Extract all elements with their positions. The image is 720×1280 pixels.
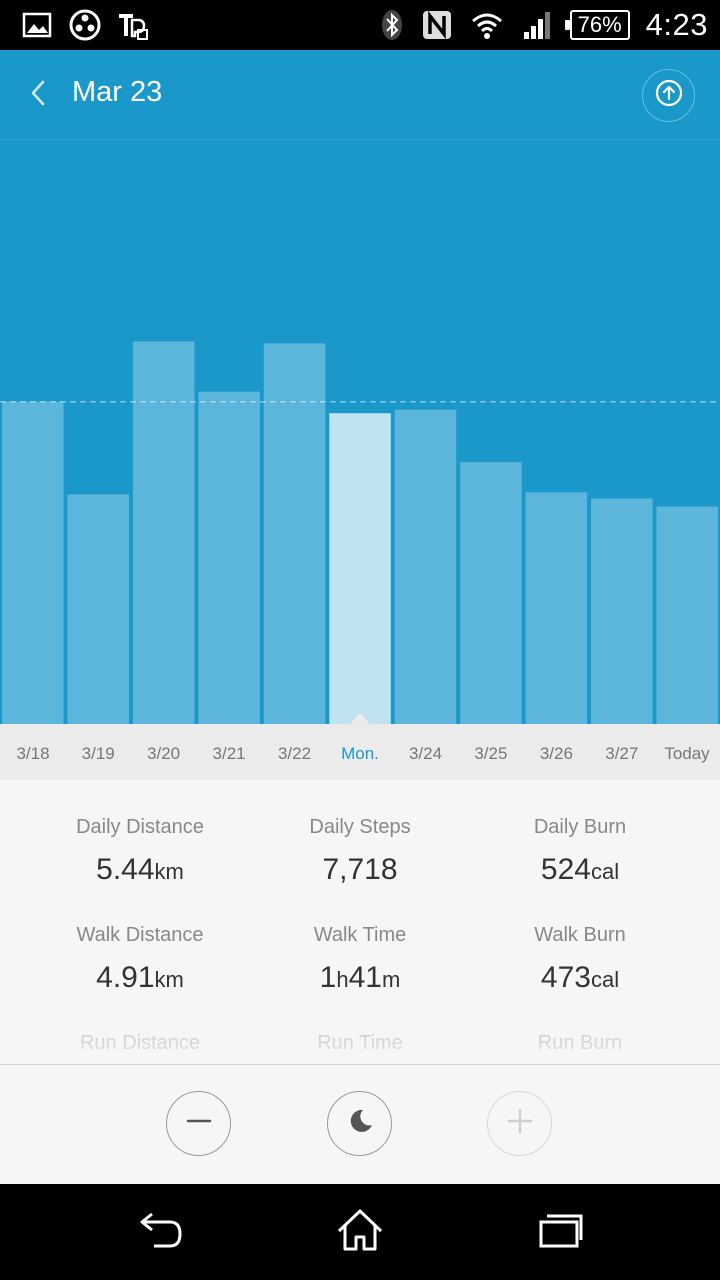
stat-walk-distance: Walk Distance 4.91km (20, 924, 260, 995)
nav-back-button[interactable] (132, 1206, 188, 1258)
date-label[interactable]: 3/18 (16, 744, 50, 763)
chevron-left-icon (27, 78, 49, 113)
chart-bar-3-27[interactable] (591, 498, 653, 725)
picture-icon (20, 8, 54, 42)
date-label[interactable]: 3/22 (277, 744, 312, 763)
stat-label: Walk Burn (534, 924, 626, 946)
chart-bar-3-22[interactable] (263, 343, 326, 724)
stat-daily-distance: Daily Distance 5.44km (20, 816, 260, 887)
date-label[interactable]: 3/27 (605, 744, 639, 763)
status-bar: 76% 4:23 (0, 0, 720, 50)
stat-daily-burn: Daily Burn 524cal (460, 816, 700, 887)
signal-icon (520, 8, 554, 42)
stat-value: 5.44km (96, 853, 184, 886)
date-label[interactable]: 3/25 (474, 744, 508, 763)
nfc-icon (420, 8, 454, 42)
app-header: Mar 23 (0, 50, 720, 140)
clock: 4:23 (645, 7, 708, 42)
game-icon (68, 8, 102, 42)
date-label[interactable]: Today (664, 744, 710, 763)
nav-recents-button[interactable] (532, 1206, 588, 1258)
next-button[interactable] (487, 1091, 552, 1156)
stat-value: 473cal (540, 961, 620, 994)
home-icon (335, 1207, 385, 1258)
battery-indicator: 76% (564, 10, 630, 40)
date-label[interactable]: 3/20 (147, 744, 181, 763)
stat-label: Run Distance (79, 1032, 201, 1054)
chart-bar-3-25[interactable] (460, 462, 522, 724)
stat-value: 1h41m (319, 961, 401, 994)
minus-icon (186, 1108, 212, 1139)
steps-bar-chart[interactable] (0, 140, 720, 724)
stat-label: Daily Burn (533, 816, 627, 838)
share-button[interactable] (642, 69, 695, 122)
stat-label: Run Time (317, 1032, 403, 1054)
plus-icon (507, 1108, 533, 1139)
moon-icon (346, 1107, 374, 1140)
stat-walk-burn: Walk Burn 473cal (460, 924, 700, 995)
wifi-icon (470, 8, 504, 42)
stat-label: Run Burn (537, 1032, 623, 1054)
sleep-button[interactable] (327, 1091, 392, 1156)
stat-value: 524cal (540, 853, 620, 886)
upload-icon (654, 78, 684, 113)
steps-chart[interactable] (0, 140, 720, 724)
page-title: Mar 23 (72, 76, 163, 108)
status-right-icons: 76% 4:23 (380, 7, 708, 43)
date-label[interactable]: 3/19 (81, 744, 115, 763)
chart-bar-3-18[interactable] (2, 401, 64, 724)
chart-bar-mon[interactable] (329, 413, 391, 724)
chart-bar-3-21[interactable] (198, 391, 260, 724)
bluetooth-icon (380, 8, 404, 42)
date-axis: 3/18 3/19 3/20 3/21 3/22 Mon. 3/24 3/25 3/26 3/27… (0, 713, 720, 780)
chart-bar-today[interactable] (656, 506, 719, 725)
action-bar (0, 1064, 720, 1184)
sim-icon (116, 8, 150, 42)
stat-label: Daily Steps (309, 816, 411, 838)
chart-bar-3-24[interactable] (394, 409, 457, 724)
previous-button[interactable] (166, 1091, 231, 1156)
nav-home-button[interactable] (332, 1206, 388, 1258)
status-left-icons (20, 7, 150, 43)
stats-panel: Daily Distance 5.44km Daily Steps 7,718 … (0, 780, 720, 1064)
stat-walk-time: Walk Time 1h41m (240, 924, 480, 995)
date-label[interactable]: 3/24 (408, 744, 443, 763)
stat-label: Walk Distance (76, 924, 204, 946)
stat-label: Walk Time (313, 924, 407, 946)
stat-run-burn: Run Burn (460, 1032, 700, 1055)
chart-bar-3-19[interactable] (67, 494, 130, 724)
system-nav-bar (0, 1184, 720, 1280)
stat-label: Daily Distance (76, 816, 204, 838)
selection-pointer (349, 713, 371, 725)
date-label[interactable]: Mon. (341, 744, 379, 763)
stat-run-distance: Run Distance (20, 1032, 260, 1055)
recents-icon (535, 1210, 585, 1255)
back-icon (136, 1210, 184, 1255)
chart-bar-3-20[interactable] (132, 341, 195, 724)
stat-daily-steps: Daily Steps 7,718 (240, 816, 480, 887)
stat-run-time: Run Time (240, 1032, 480, 1055)
stat-value: 7,718 (322, 853, 398, 886)
stat-value: 4.91km (96, 961, 184, 994)
chart-bar-3-26[interactable] (525, 492, 588, 724)
date-label[interactable]: 3/26 (539, 744, 573, 763)
date-label[interactable]: 3/21 (212, 744, 246, 763)
back-button[interactable] (16, 72, 60, 118)
